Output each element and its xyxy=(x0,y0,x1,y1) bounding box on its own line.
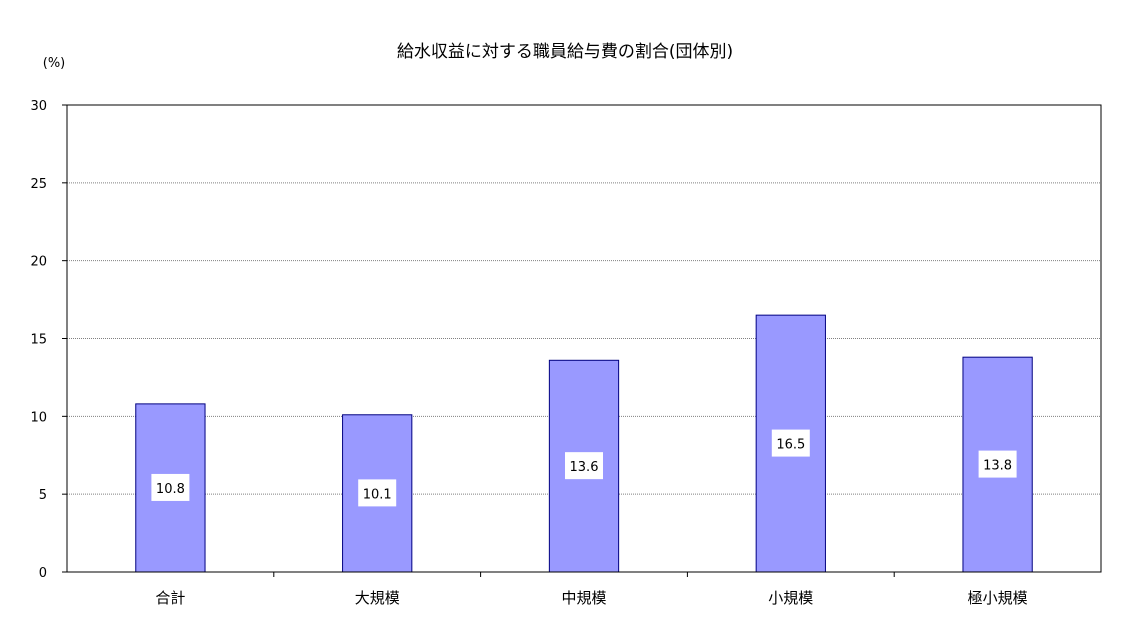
data-label: 13.6 xyxy=(570,460,599,475)
data-label: 10.1 xyxy=(363,487,392,502)
x-category-label: 小規模 xyxy=(768,589,813,607)
y-tick-label: 20 xyxy=(30,255,47,270)
y-tick-label: 25 xyxy=(30,177,47,192)
y-tick-label: 0 xyxy=(39,566,47,581)
x-category-label: 極小規模 xyxy=(968,589,1028,607)
data-label: 16.5 xyxy=(776,438,805,453)
y-axis-label: (%) xyxy=(43,56,66,71)
y-tick-label: 15 xyxy=(30,333,47,348)
y-tick-label: 10 xyxy=(30,410,47,425)
chart-title: 給水収益に対する職員給与費の割合(団体別) xyxy=(397,42,733,62)
bar-5 xyxy=(962,356,1033,573)
y-tick-label: 30 xyxy=(30,99,47,114)
data-label: 10.8 xyxy=(156,482,185,497)
data-label-box xyxy=(565,452,603,480)
x-category-label: 中規模 xyxy=(561,589,606,607)
x-axis-ticks: 合計 大規模 中規模 小規模 極小規模 xyxy=(155,572,1028,607)
x-category-label: 合計 xyxy=(155,589,185,607)
data-label: 13.8 xyxy=(983,459,1012,474)
bars: 10.8 10.1 13.6 16.5 13.8 xyxy=(135,314,1033,573)
x-category-label: 大規模 xyxy=(355,589,400,607)
data-label-box xyxy=(151,473,190,501)
y-axis-ticks: 0 5 10 15 20 25 30 xyxy=(30,99,67,581)
data-label-box xyxy=(771,429,810,457)
data-label-box xyxy=(978,450,1017,478)
data-label-box xyxy=(358,479,397,507)
y-tick-label: 5 xyxy=(39,488,47,503)
